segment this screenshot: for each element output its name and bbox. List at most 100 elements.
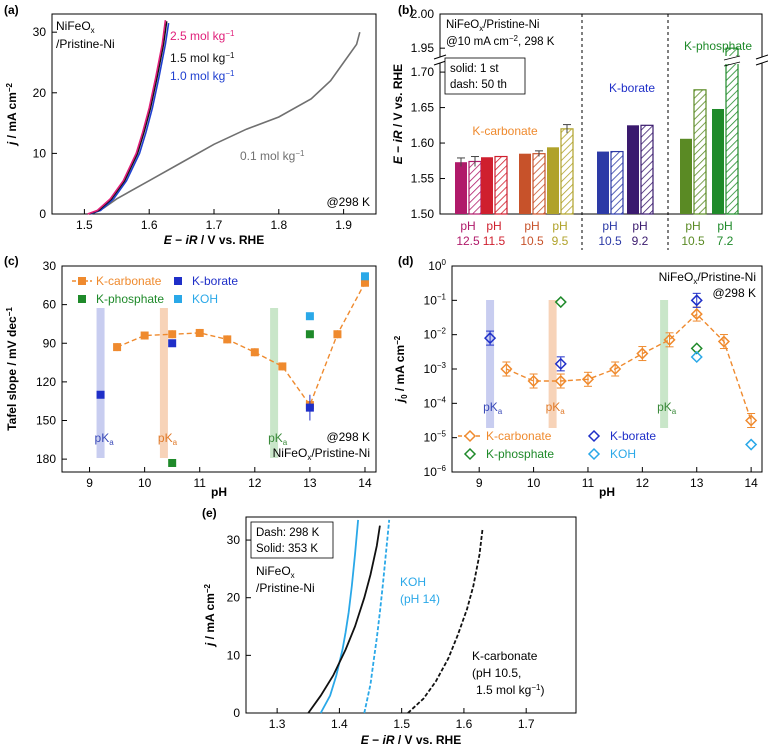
panel-b-ph-value: 9.5 [552,234,569,248]
panel-b-letter: (b) [398,3,413,17]
panel-b-bar-dashed [640,124,654,215]
panel-a-sample-label: NiFeOx [56,19,95,35]
panel-c-legend-marker [174,277,182,285]
panel-d-pka-band [486,300,495,428]
panel-c-legend-marker [174,295,182,303]
panel-e-legend-box [250,521,334,559]
panel-c-point [360,272,369,281]
panel-c-carbonate-line [116,282,366,407]
panel-c-point [168,339,177,348]
panel-d-point [690,350,703,364]
panel-a-series-label: 2.5 mol kg−1 [170,29,235,43]
panel-b-axis-break [755,54,768,60]
panel-c-pka-band [96,308,105,458]
panel-d-legend-marker [587,447,601,461]
panel-d-point [554,295,567,309]
panel-d-ytick-label: 10−3 [424,361,447,376]
panel-b-legend-box [444,57,526,95]
panel-e-carbonate-label-3: 1.5 mol kg−1) [476,683,544,697]
panel-b-ph-value: 7.2 [717,234,734,248]
panel-b-axis-break-gap [434,57,446,63]
panel-c-ytick-label: 90 [43,336,57,350]
panel-e-frame [245,516,577,714]
panel-b-ph-label: pH [602,219,617,233]
panel-b-ylabel: E − iR / V vs. RHE [391,64,405,164]
panel-b: (b) 1.501.551.601.651.701.952.00pH12.5pH… [391,3,768,250]
panel-d-point [717,335,730,348]
panel-c-ytick-label: 30 [43,259,57,273]
panel-a-xtick-label: 1.5 [76,218,93,232]
panel-d-point [745,414,758,427]
panel-c-pka-band [270,308,279,458]
panel-b-bar-dashed [693,89,707,215]
panel-b-ph-label: pH [717,219,732,233]
panel-d-point [581,373,595,386]
panel-c-ytick-label: 150 [36,414,56,428]
panel-c-legend-label: K-borate [192,274,238,288]
panel-c-point [360,278,369,287]
panel-d-legend-marker [587,429,601,443]
panel-b-group-phosphate: K-phosphate [684,39,752,53]
panel-a-ytick-label: 0 [39,207,46,221]
panel-e-xtick-label: 1.4 [331,717,348,731]
panel-b-bar-solid [712,108,724,214]
panel-c-point [140,331,149,340]
panel-c-legend-label: KOH [192,292,218,306]
panel-d-pka-band [660,300,669,428]
panel-d-letter: (d) [398,254,413,268]
panel-d-ytick-label: 10−5 [424,430,447,445]
panel-c-point [168,458,177,467]
panel-d-point [500,362,513,376]
panel-e-letter: (e) [202,506,217,520]
panel-d-xtick-label: 11 [582,476,595,490]
panel-b-bar-solid [680,138,692,214]
panel-b-ph-label: pH [552,219,567,233]
panel-d-ytick-label: 10−6 [424,464,447,479]
panel-e-sample-label-2: /Pristine-Ni [256,581,315,595]
panel-b-ph-label: pH [524,219,539,233]
panel-b-axis-break [433,54,447,60]
panel-d-xtick-label: 10 [527,476,541,490]
panel-d-point [609,362,622,376]
panel-e-koh-label-2: (pH 14) [400,592,440,606]
panel-d-pka-band [548,300,557,428]
panel-c-point [113,343,122,352]
panel-d-xlabel: pH [599,485,615,499]
panel-b-bar-break [723,61,741,67]
panel-b-info-1: NiFeOx/Pristine-Ni [446,19,539,33]
panel-d-point [554,357,567,370]
panel-a-ytick-label: 10 [33,146,47,160]
panel-c-legend-marker [78,295,86,303]
panel-d-point [527,374,540,388]
panel-b-bar-solid [481,157,493,214]
panel-e-curve [407,528,484,714]
panel-a-series-label: 1.0 mol kg−1 [170,69,235,83]
panel-b-ytick-label: 1.60 [411,136,435,150]
panel-d-legend-label: K-carbonate [486,429,552,443]
panel-c-ylabel: Tafel slope / mV dec−1 [5,307,19,431]
panel-c: (c) pKa pKa pKa 9 10 11 12 13 14 30 60 90 120 150 180… [4,254,377,499]
panel-a-xtick-label: 1.8 [270,218,287,232]
panel-b-bar-solid [597,151,609,214]
panel-e-legend-dash: Dash: 298 K [256,527,320,539]
panel-c-sample-label: NiFeOx/Pristine-Ni [273,446,370,462]
panel-b-ytick-label: 1.50 [411,207,435,221]
panel-c-point [250,348,259,357]
panel-c-pka-label: pKa [95,431,115,447]
panel-e-xlabel: E − iR / V vs. RHE [361,733,461,747]
panel-b-ph-value: 12.5 [456,234,480,248]
panel-d-legend-marker [463,429,477,443]
panel-c-ytick-label: 60 [43,298,57,312]
panel-a-sample-label-2: /Pristine-Ni [56,37,115,51]
panel-b-ph-value: 10.5 [520,234,544,248]
panel-e-xtick-label: 1.3 [269,717,286,731]
panel-e-xtick-label: 1.5 [393,717,410,731]
panel-a-series-label: 0.1 mol kg−1 [240,149,305,163]
panel-b-legend-dash: dash: 50 th [450,79,507,91]
panel-c-pka-band [159,308,168,458]
panel-c-point [168,330,177,339]
panel-b-axis-break [755,60,768,66]
panel-b-ph-label: pH [486,219,501,233]
panel-c-letter: (c) [4,254,19,268]
panel-e-carbonate-label: K-carbonate [472,649,538,663]
